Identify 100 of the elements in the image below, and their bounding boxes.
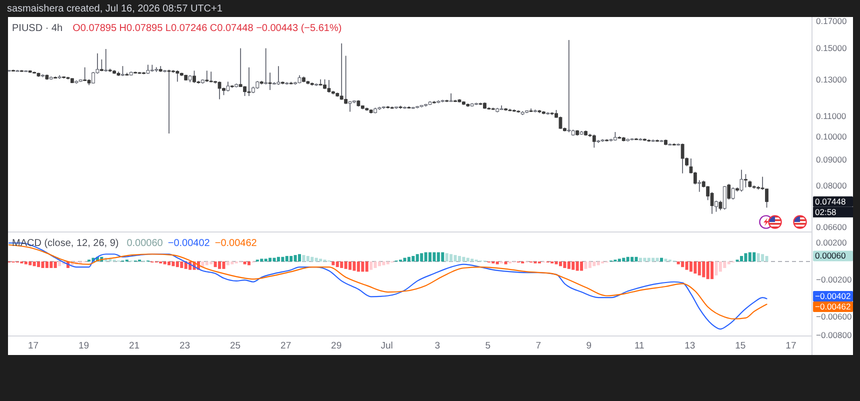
bar bbox=[706, 262, 710, 280]
candlestick bbox=[323, 78, 326, 90]
candlestick bbox=[192, 70, 196, 84]
bar bbox=[180, 262, 184, 268]
bar bbox=[50, 262, 53, 268]
bar bbox=[622, 258, 626, 262]
bar bbox=[752, 252, 756, 262]
bar bbox=[45, 262, 48, 268]
bar bbox=[302, 255, 306, 262]
candlestick bbox=[731, 186, 735, 200]
candlestick bbox=[247, 66, 251, 96]
x-tick-label: 5 bbox=[485, 340, 491, 352]
bar bbox=[756, 253, 760, 262]
bar bbox=[567, 262, 570, 269]
bar bbox=[694, 262, 697, 274]
y-tick-label: 0.10000 bbox=[816, 132, 847, 142]
bar bbox=[462, 256, 466, 262]
candlestick bbox=[327, 80, 331, 94]
bar bbox=[576, 262, 579, 271]
bar bbox=[370, 262, 373, 270]
bar bbox=[176, 262, 179, 268]
candlestick bbox=[449, 92, 453, 102]
bar bbox=[572, 262, 575, 270]
bar bbox=[454, 255, 457, 262]
bar bbox=[247, 262, 250, 266]
bar bbox=[664, 258, 668, 262]
bar bbox=[466, 258, 470, 262]
bar bbox=[352, 262, 356, 271]
bar bbox=[268, 258, 272, 262]
candlestick bbox=[104, 48, 108, 72]
bar bbox=[558, 262, 562, 266]
bar bbox=[681, 262, 684, 268]
bar bbox=[294, 255, 297, 262]
candlestick bbox=[340, 42, 344, 100]
x-tick-label: 15 bbox=[735, 340, 746, 352]
bar bbox=[445, 253, 448, 262]
bar bbox=[689, 262, 692, 272]
x-tick-label: 23 bbox=[180, 340, 190, 352]
x-tick-label: 21 bbox=[128, 340, 140, 352]
bar bbox=[744, 253, 748, 262]
bar bbox=[676, 262, 680, 264]
bar bbox=[272, 258, 276, 262]
bar bbox=[386, 262, 390, 264]
bar bbox=[685, 262, 688, 270]
bar bbox=[276, 256, 280, 262]
x-tick-label: 11 bbox=[634, 340, 644, 352]
x-tick-label: 29 bbox=[331, 340, 342, 352]
x-tick-label: 17 bbox=[28, 340, 39, 352]
text: O0.07895 H0.07895 L0.07246 C0.07448 −0.00443 (−5.61%) bbox=[72, 22, 342, 34]
bar bbox=[580, 262, 584, 271]
y-tick-label: −0.00800 bbox=[816, 330, 852, 340]
candlestick bbox=[680, 143, 684, 174]
x-tick-label: 19 bbox=[78, 340, 90, 352]
bar bbox=[626, 256, 630, 262]
bar bbox=[563, 262, 566, 268]
bar bbox=[374, 262, 377, 268]
y-tick-label: 0.17000 bbox=[816, 16, 847, 26]
bar bbox=[344, 262, 348, 269]
annotation: 0.00060 bbox=[126, 238, 164, 249]
x-tick-label: 9 bbox=[586, 340, 592, 352]
bar bbox=[554, 262, 558, 264]
bar bbox=[226, 262, 230, 266]
x-tick-label: Jul bbox=[380, 340, 393, 352]
candlestick bbox=[698, 180, 702, 192]
bar bbox=[365, 262, 368, 272]
bar bbox=[634, 256, 638, 262]
y-tick-label: −0.00600 bbox=[816, 311, 852, 322]
bar bbox=[656, 258, 659, 262]
x-tick-label: 7 bbox=[536, 340, 542, 352]
candlestick bbox=[264, 48, 268, 85]
x-tick-label: 3 bbox=[434, 340, 440, 352]
candlestick bbox=[744, 174, 748, 188]
x-tick-label: 27 bbox=[280, 340, 292, 352]
bar bbox=[37, 262, 40, 268]
candlestick bbox=[205, 70, 209, 82]
bar bbox=[28, 262, 32, 266]
bar bbox=[436, 252, 440, 262]
candlestick bbox=[243, 86, 246, 96]
x-tick-label: 25 bbox=[230, 340, 241, 352]
y-tick-label: 0.06600 bbox=[816, 222, 847, 232]
bar bbox=[24, 262, 28, 264]
bar bbox=[260, 258, 264, 262]
bar bbox=[420, 253, 424, 262]
bar bbox=[336, 262, 339, 268]
bar bbox=[54, 262, 57, 268]
bar bbox=[710, 262, 714, 280]
bar bbox=[765, 256, 768, 262]
bar bbox=[314, 258, 318, 262]
annotation: −0.00462 bbox=[214, 238, 258, 249]
bar bbox=[470, 258, 474, 262]
candlestick bbox=[558, 116, 562, 130]
bar bbox=[740, 256, 743, 262]
bar bbox=[588, 262, 592, 268]
candlestick bbox=[765, 188, 768, 208]
bar bbox=[306, 256, 310, 262]
y-tick-label: −0.00200 bbox=[816, 274, 852, 284]
candlestick bbox=[83, 66, 87, 82]
bar bbox=[647, 258, 650, 262]
text: 0.00060 bbox=[815, 250, 846, 261]
bar bbox=[652, 258, 655, 262]
